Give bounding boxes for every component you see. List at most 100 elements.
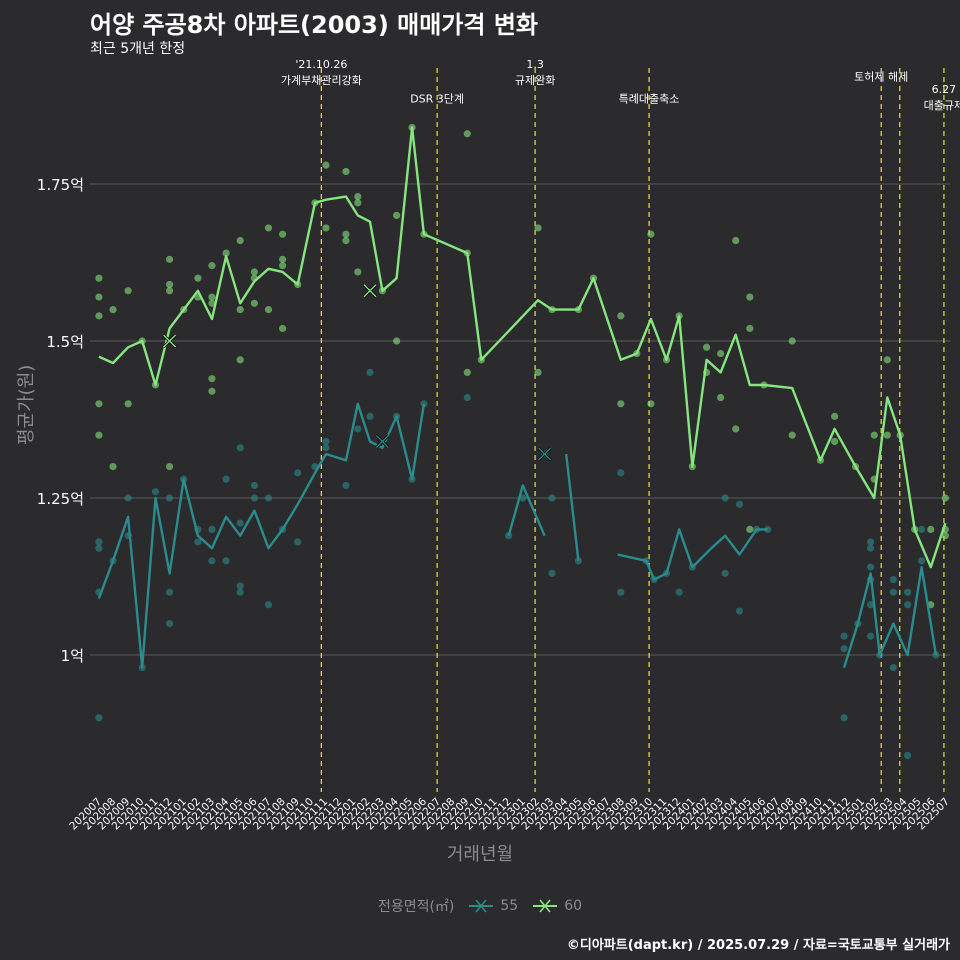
series-60-line: [98, 126, 947, 569]
series-60-point: [870, 431, 878, 439]
series-60-point: [342, 230, 350, 238]
series-60-point: [236, 356, 244, 364]
series-60-point: [279, 230, 287, 238]
series-55-point: [866, 538, 875, 546]
series-55-point: [932, 651, 940, 659]
series-60-point: [941, 494, 949, 502]
series-55-point: [904, 751, 912, 760]
series-60-point: [883, 431, 891, 439]
series-60-point: [647, 230, 655, 238]
series-60-point: [95, 400, 103, 408]
series-55-point: [840, 714, 848, 722]
series-60-point: [617, 400, 625, 408]
series-55-point: [194, 538, 202, 546]
series-60-point: [941, 532, 949, 540]
y-tick-label: 1억: [61, 647, 84, 665]
series-55-line: [842, 565, 938, 668]
series-55-point: [366, 368, 374, 376]
series-55-cross: [538, 447, 552, 461]
series-55-point: [675, 588, 683, 596]
series-55-point: [889, 576, 897, 584]
series-55-point: [236, 444, 244, 452]
series-60-point: [647, 400, 655, 408]
series-55-point: [236, 588, 244, 596]
series-60-point: [165, 287, 174, 295]
series-60-point: [124, 287, 132, 295]
series-60-point: [534, 224, 542, 232]
event-label: 1.3: [526, 58, 544, 71]
series-55-point: [735, 500, 744, 508]
series-55-point: [866, 601, 875, 609]
series-60-point: [393, 337, 401, 345]
series-55-line: [617, 528, 768, 581]
event-label: 6.27: [932, 83, 957, 96]
series-55-point: [236, 519, 244, 527]
series-60-point: [250, 268, 258, 276]
series-55-point: [574, 557, 583, 565]
series-60-point: [746, 324, 754, 333]
series-60-point: [264, 306, 273, 314]
series-55-point: [904, 601, 912, 609]
legend-item-60: 60: [532, 898, 582, 914]
series-60-point: [124, 400, 132, 408]
series-55-point: [889, 663, 897, 672]
series-55-point: [617, 588, 625, 596]
series-55-point: [208, 525, 216, 534]
series-60-point: [109, 463, 117, 471]
series-55-point: [918, 525, 926, 534]
series-60-point: [831, 412, 839, 420]
series-60-point: [617, 312, 625, 320]
series-55-point: [840, 645, 848, 653]
series-60-point: [279, 324, 287, 333]
series-55-point: [95, 544, 103, 552]
series-60-point: [883, 356, 891, 364]
legend-key-60: [533, 899, 558, 913]
series-55-point: [236, 582, 244, 590]
series-60-point: [717, 349, 725, 358]
series-55-point: [165, 588, 174, 596]
chart-subtitle: 최근 5개년 한정: [90, 41, 186, 57]
series-60-point: [354, 199, 362, 207]
series-60-point: [342, 236, 350, 245]
series-55-point: [866, 632, 875, 640]
series-55-point: [354, 425, 362, 433]
series-60-point: [354, 192, 362, 201]
event-label: 대출규제: [924, 99, 960, 112]
series-60-point: [194, 274, 202, 282]
legend-label-55: 55: [500, 898, 519, 914]
event-label: DSR 3단계: [410, 92, 464, 105]
series-55-cross: [375, 434, 389, 448]
series-55-point: [721, 494, 729, 502]
series-60-cross: [163, 334, 177, 348]
series-55-point: [721, 569, 729, 577]
series-55-point: [463, 393, 471, 402]
y-tick-label: 1.75억: [37, 176, 84, 194]
series-55-point: [322, 437, 330, 446]
series-55-point: [904, 588, 912, 596]
series-55-point: [342, 481, 350, 490]
series-60-point: [322, 224, 330, 232]
series-55-point: [294, 469, 302, 477]
series-60-point: [393, 211, 401, 219]
series-60-point: [831, 437, 839, 446]
y-tick-label: 1.5억: [46, 333, 84, 351]
legend-label-60: 60: [564, 898, 583, 914]
x-axis-label: 거래년월: [446, 844, 514, 865]
event-label: '21.10.26: [295, 58, 347, 71]
series-55-point: [165, 494, 174, 502]
series-60-point: [165, 463, 174, 471]
series-60-point: [463, 368, 471, 376]
y-axis-label: 평균가(원): [16, 364, 37, 445]
series-55-point: [222, 475, 230, 483]
chart-title: 어양 주공8차 아파트(2003) 매매가격 변화: [90, 11, 538, 39]
event-label: 규제완화: [515, 74, 555, 87]
series-60-point: [208, 293, 216, 301]
event-label: 토허제 해제: [854, 69, 908, 83]
series-60-point: [208, 262, 216, 270]
series-60-point: [165, 255, 174, 263]
series-55-point: [250, 481, 258, 490]
series-60-point: [788, 337, 796, 345]
series-55-point: [95, 538, 103, 546]
series-55-point: [165, 620, 174, 628]
